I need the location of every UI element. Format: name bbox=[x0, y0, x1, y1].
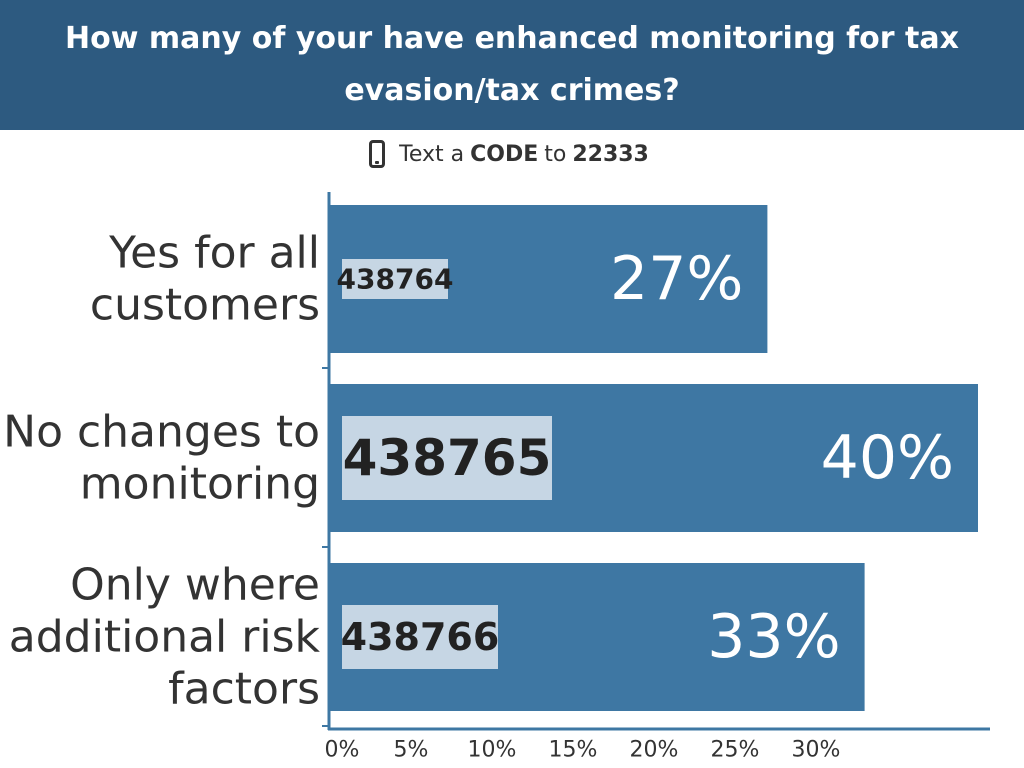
category-label-0-1: customers bbox=[90, 280, 320, 331]
header-banner: How many of your have enhanced monitorin… bbox=[0, 0, 1024, 130]
text-instruction: Text a CODE to 22333 bbox=[0, 134, 1024, 174]
x-tick-label-6: 30% bbox=[792, 738, 841, 763]
x-tick-label-2: 10% bbox=[468, 738, 517, 763]
instruction-middle: to bbox=[544, 141, 567, 167]
value-label-0: 27% bbox=[610, 244, 743, 314]
category-label-2-2: factors bbox=[168, 664, 320, 715]
code-box-1 bbox=[342, 416, 552, 500]
phone-icon bbox=[369, 140, 386, 168]
instruction-prefix: Text a bbox=[399, 141, 465, 167]
code-label-2: 438766 bbox=[341, 615, 500, 659]
value-label-2: 33% bbox=[707, 602, 840, 672]
x-tick-label-0: 0% bbox=[325, 738, 360, 763]
category-label-1-0: No changes to bbox=[3, 407, 320, 458]
x-tick-label-3: 15% bbox=[549, 738, 598, 763]
instruction-number: 22333 bbox=[572, 141, 649, 167]
value-label-1: 40% bbox=[821, 423, 954, 493]
code-label-1: 438765 bbox=[343, 429, 552, 487]
instruction-code-word: CODE bbox=[470, 141, 539, 167]
category-label-0-0: Yes for all bbox=[108, 228, 320, 279]
x-tick-label-5: 25% bbox=[711, 738, 760, 763]
code-box-0 bbox=[342, 259, 448, 299]
x-tick-label-1: 5% bbox=[394, 738, 429, 763]
code-box-2 bbox=[342, 605, 498, 669]
category-label-2-0: Only where bbox=[70, 560, 320, 611]
page-title: How many of your have enhanced monitorin… bbox=[65, 21, 959, 108]
category-label-2-1: additional risk bbox=[9, 612, 321, 663]
code-label-0: 438764 bbox=[337, 263, 454, 296]
category-label-1-1: monitoring bbox=[80, 459, 320, 510]
x-tick-label-4: 20% bbox=[630, 738, 679, 763]
